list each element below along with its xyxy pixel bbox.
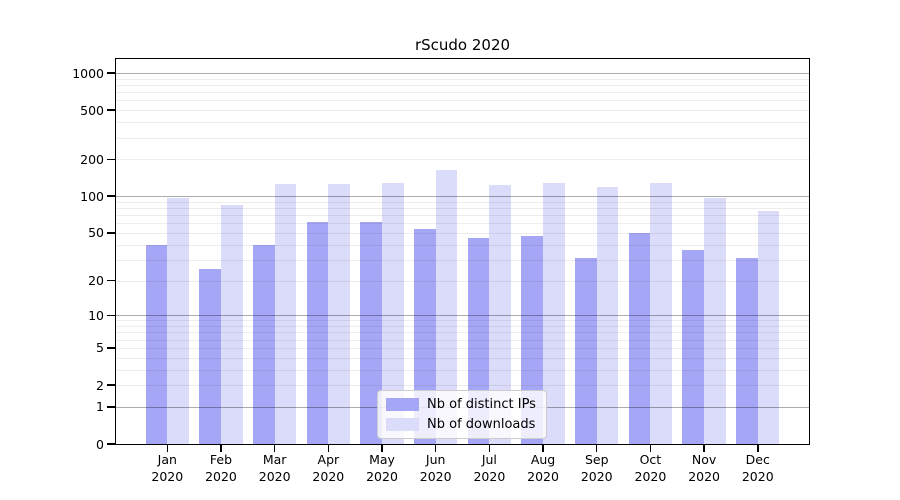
x-tick-mark — [488, 445, 491, 452]
x-tick-mark — [703, 445, 705, 452]
bar-distinct-ips-dec — [736, 257, 758, 444]
x-tick-label: Oct 2020 — [634, 452, 667, 484]
y-tick-label: 10 — [88, 307, 104, 323]
legend: Nb of distinct IPs Nb of downloads — [377, 390, 547, 439]
legend-swatch-downloads — [386, 418, 419, 431]
x-tick-label: Jul 2020 — [473, 452, 506, 484]
y-tick-mark — [107, 347, 115, 349]
y-tick-label: 1000 — [72, 65, 104, 81]
x-tick-label: Jun 2020 — [419, 452, 452, 484]
x-tick-mark — [166, 445, 169, 452]
bar-distinct-ips-feb — [199, 269, 221, 444]
y-tick-label: 500 — [80, 102, 104, 118]
x-tick-mark — [542, 445, 544, 452]
y-tick-mark — [107, 443, 115, 445]
x-tick-mark — [595, 445, 598, 452]
x-tick-label: Jan 2020 — [151, 452, 184, 484]
x-tick-label: May 2020 — [366, 452, 398, 484]
bar-downloads-feb — [220, 204, 243, 444]
x-tick-label: Sep 2020 — [580, 452, 613, 484]
x-tick-mark — [220, 445, 222, 452]
legend-row-downloads: Nb of downloads — [386, 417, 536, 432]
x-tick-mark — [327, 445, 330, 452]
bar-downloads-nov — [704, 197, 726, 444]
y-tick-mark — [107, 384, 115, 386]
y-tick-label: 0 — [96, 436, 104, 452]
legend-label-downloads: Nb of downloads — [427, 417, 536, 432]
y-tick-label: 1 — [96, 399, 104, 415]
x-tick-label: Feb 2020 — [205, 452, 237, 484]
x-tick-label: Aug 2020 — [527, 452, 559, 484]
bar-distinct-ips-oct — [628, 232, 651, 444]
bar-downloads-mar — [274, 183, 297, 444]
y-tick-mark — [107, 314, 115, 316]
y-tick-label: 2 — [96, 377, 104, 393]
x-tick-mark — [649, 445, 652, 452]
bar-downloads-apr — [328, 184, 351, 444]
legend-label-distinct-ips: Nb of distinct IPs — [427, 397, 536, 412]
bar-distinct-ips-may — [360, 222, 382, 444]
bar-downloads-may — [382, 182, 404, 444]
x-tick-label: Mar 2020 — [258, 452, 291, 484]
x-tick-label: Apr 2020 — [312, 452, 345, 484]
bar-downloads-jul — [489, 185, 512, 444]
bar-distinct-ips-nov — [682, 250, 705, 444]
x-tick-mark — [381, 445, 383, 452]
y-tick-mark — [107, 158, 115, 161]
bars-layer — [116, 59, 809, 444]
x-tick-label: Nov 2020 — [688, 452, 720, 484]
bar-downloads-dec — [757, 210, 780, 444]
y-tick-label: 20 — [88, 273, 104, 289]
legend-row-distinct-ips: Nb of distinct IPs — [386, 397, 536, 412]
x-tick-mark — [434, 445, 437, 452]
y-tick-label: 100 — [80, 188, 104, 204]
bar-distinct-ips-sep — [575, 257, 597, 444]
bar-downloads-sep — [596, 187, 619, 444]
legend-swatch-distinct-ips — [386, 398, 419, 411]
y-tick-mark — [107, 406, 115, 408]
y-tick-mark — [107, 72, 115, 74]
y-tick-label: 200 — [80, 151, 104, 167]
y-tick-label: 50 — [88, 225, 104, 241]
plot-area: Nb of distinct IPs Nb of downloads — [115, 58, 810, 445]
bar-distinct-ips-mar — [252, 244, 275, 444]
y-tick-mark — [107, 195, 115, 197]
x-tick-mark — [273, 445, 276, 452]
y-tick-mark — [107, 109, 115, 111]
bar-downloads-aug — [543, 182, 565, 444]
bar-distinct-ips-apr — [306, 221, 329, 444]
bar-downloads-oct — [650, 182, 673, 444]
x-tick-label: Dec 2020 — [741, 452, 774, 484]
y-tick-label: 5 — [96, 340, 104, 356]
bar-downloads-jun — [435, 170, 458, 444]
y-tick-mark — [107, 279, 115, 282]
y-tick-mark — [107, 232, 115, 234]
bar-downloads-jan — [167, 197, 189, 444]
x-tick-mark — [757, 445, 759, 452]
chart-title: rScudo 2020 — [414, 36, 511, 54]
bar-distinct-ips-jan — [145, 244, 168, 444]
